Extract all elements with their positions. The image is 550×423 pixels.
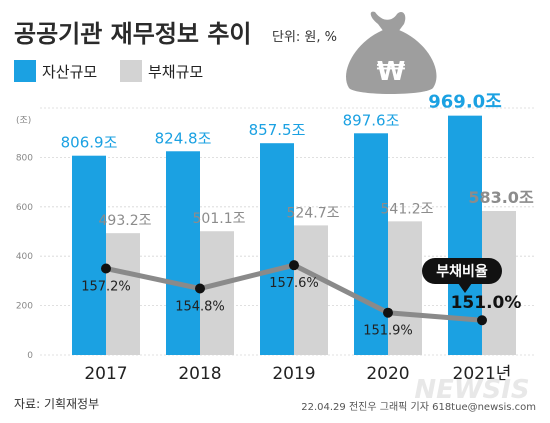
debt-value-label: 501.1조 (193, 211, 246, 227)
unit-label: 단위: 원, % (272, 30, 337, 45)
credit-note: 22.04.29 전진우 그래픽 기자 618tue@newsis.com (301, 401, 536, 413)
debt-value-label: 583.0조 (468, 188, 534, 207)
y-axis-unit: (조) (16, 116, 31, 126)
legend-label-assets: 자산규모 (42, 63, 97, 81)
asset-value-label: 969.0조 (428, 92, 502, 113)
won-sign: ₩ (377, 57, 406, 87)
bar-debt (294, 225, 328, 355)
newsis-watermark: NEWSIS (414, 375, 529, 405)
ratio-badge-label: 부채비율 (436, 263, 488, 280)
legend-label-debt: 부채규모 (148, 63, 203, 81)
bar-debt (200, 231, 234, 355)
y-tick-label: 200 (16, 302, 33, 312)
legend-swatch-assets (14, 60, 36, 82)
ratio-line (101, 260, 487, 326)
ratio-value-label: 151.0% (451, 293, 522, 313)
y-axis-ticks: 0 200 400 600 800 (16, 153, 33, 361)
chart-title: 공공기관 재무정보 추이 (14, 20, 252, 48)
money-bag-won-icon: ₩ (346, 11, 437, 94)
ratio-point (195, 283, 205, 294)
bars (72, 115, 516, 355)
x-tick-label: 2020 (366, 364, 409, 384)
x-tick-label: 2019 (272, 364, 315, 384)
y-tick-label: 600 (16, 203, 33, 213)
bar-assets (166, 151, 200, 355)
ratio-point (101, 263, 111, 274)
asset-value-label: 897.6조 (343, 111, 400, 129)
asset-value-label: 824.8조 (155, 129, 212, 147)
asset-value-label: 806.9조 (61, 134, 118, 152)
ratio-badge: 부채비율 (422, 258, 502, 293)
bar-assets (354, 133, 388, 355)
source-note: 자료: 기획재정부 (14, 397, 99, 411)
x-tick-label: 2018 (178, 364, 221, 384)
bar-assets (448, 115, 482, 355)
legend-swatch-debt (120, 60, 142, 82)
x-axis-ticks: 2017 2018 2019 2020 2021년 (84, 364, 511, 384)
y-tick-label: 0 (27, 351, 33, 361)
asset-value-label: 857.5조 (249, 121, 306, 139)
ratio-point (477, 315, 487, 326)
debt-value-label: 524.7조 (287, 205, 340, 221)
ratio-value-label: 157.2% (81, 280, 131, 295)
debt-value-label: 493.2조 (99, 213, 152, 229)
ratio-point (289, 260, 299, 271)
bar-assets (72, 155, 106, 355)
ratio-value-label: 154.8% (175, 300, 225, 315)
y-tick-label: 800 (16, 153, 33, 163)
ratio-value-label: 157.6% (269, 276, 319, 291)
bar-assets (260, 143, 294, 355)
x-tick-label: 2017 (84, 364, 127, 384)
debt-value-label: 541.2조 (381, 201, 434, 217)
ratio-point (383, 307, 393, 318)
ratio-value-label: 151.9% (363, 324, 413, 339)
y-tick-label: 400 (16, 252, 33, 262)
x-tick-label: 2021년 (453, 364, 512, 384)
bar-debt (106, 233, 140, 355)
value-labels: 806.9조 493.2조 824.8조 501.1조 857.5조 524.7조 897.… (61, 92, 534, 339)
legend: 자산규모 부채규모 (14, 60, 203, 82)
bar-debt (388, 221, 422, 355)
